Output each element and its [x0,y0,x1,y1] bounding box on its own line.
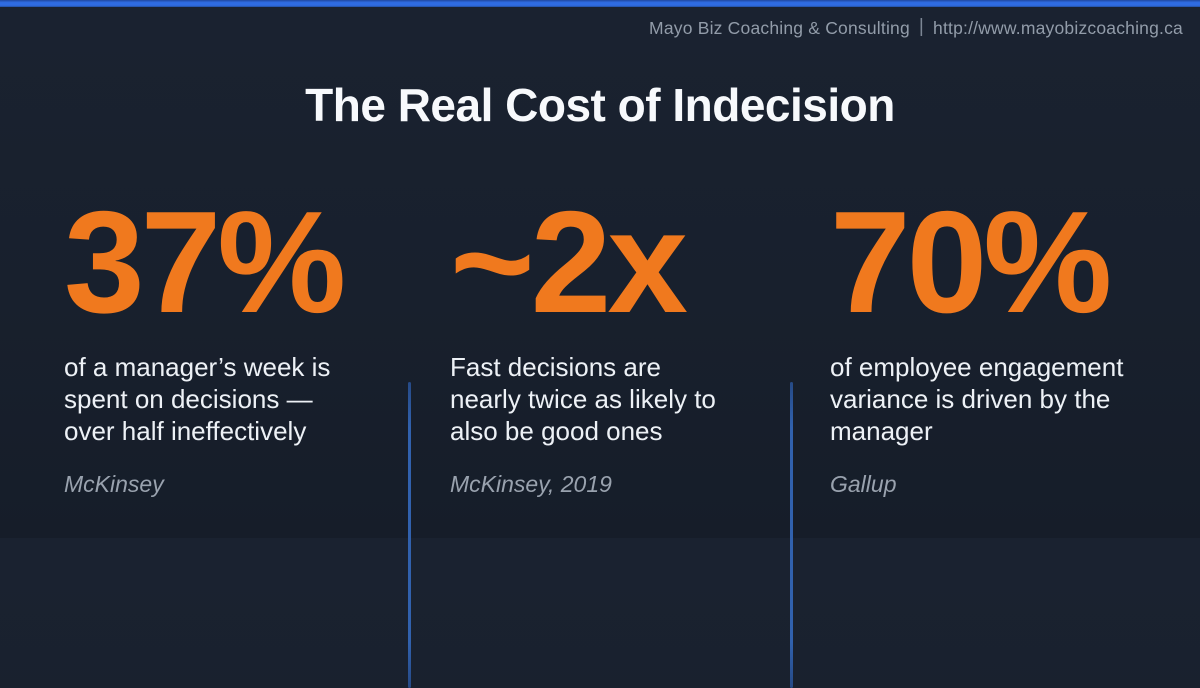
header-attribution: Mayo Biz Coaching & Consulting | http://… [649,16,1183,39]
stats-row: 37% of a manager’s week is spent on deci… [0,190,1200,688]
stat-description: Fast decisions are nearly twice as likel… [450,352,716,446]
stat-source: McKinsey, 2019 [450,471,612,497]
stat-card-engagement: 70% of employee engagement variance is d… [830,190,1185,498]
brand-url: http://www.mayobizcoaching.ca [933,17,1183,38]
stat-card-managers-week: 37% of a manager’s week is spent on deci… [64,190,396,498]
stat-value: 70% [830,181,1112,343]
column-divider-1 [408,382,411,688]
stat-source: Gallup [830,471,897,497]
top-accent-bar [0,0,1200,7]
column-divider-2 [790,382,793,688]
stat-card-fast-decisions: ~2x Fast decisions are nearly twice as l… [450,190,782,498]
stat-description: of a manager’s week is spent on decision… [64,352,331,446]
stat-description: of employee engagement variance is drive… [830,352,1124,446]
separator-bar: | [918,16,925,37]
stat-source: McKinsey [64,471,164,497]
page-title: The Real Cost of Indecision [305,79,895,131]
brand-name: Mayo Biz Coaching & Consulting [649,17,910,38]
stat-value: ~2x [450,181,688,343]
stat-value: 37% [64,181,346,343]
